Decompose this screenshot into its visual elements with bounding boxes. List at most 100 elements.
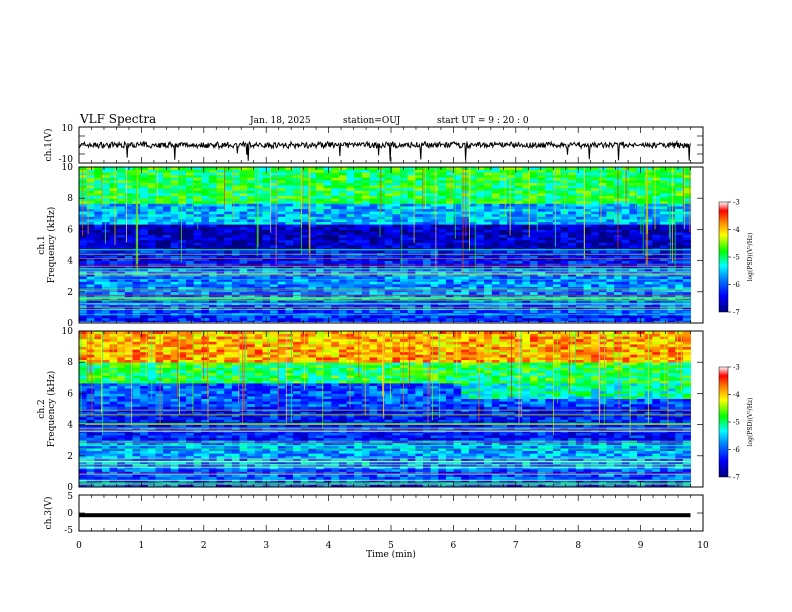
- spectrogram-cell: [193, 278, 202, 282]
- spectrogram-cell: [285, 307, 294, 311]
- spectrogram-cell: [208, 239, 217, 243]
- spectrogram-cell: [583, 182, 592, 186]
- spectrogram-cell: [346, 250, 355, 254]
- spectrogram-cell: [621, 317, 630, 321]
- spectrogram-cell: [407, 203, 416, 207]
- spectrogram-cell: [484, 229, 493, 233]
- spectrogram-cell: [400, 299, 409, 303]
- spectrogram-cell: [239, 310, 248, 313]
- spectrogram-cell: [659, 299, 668, 303]
- spectrogram-cell: [461, 276, 470, 280]
- spectrogram-cell: [270, 219, 279, 222]
- spectrogram-cell: [583, 281, 592, 285]
- spectrogram-cell: [377, 234, 386, 238]
- spectrogram-cell: [208, 250, 217, 254]
- spectrogram-cell: [239, 291, 248, 295]
- spectrogram-cell: [575, 284, 584, 287]
- spectrogram-cell: [155, 263, 164, 267]
- spectrogram-cell: [560, 237, 569, 241]
- spectrogram-cell: [361, 312, 370, 316]
- spectrogram-cell: [346, 312, 355, 316]
- spectrogram-cell: [178, 242, 187, 246]
- spectrogram-cell: [384, 219, 393, 222]
- spectrogram-cell: [461, 200, 470, 204]
- spectrogram-cell: [682, 281, 691, 285]
- spectrogram-cell: [109, 190, 118, 194]
- spectrogram-cell: [606, 203, 615, 207]
- spectrogram-cell: [522, 315, 531, 319]
- spectrogram-cell: [522, 250, 531, 254]
- spectrogram-cell: [270, 169, 279, 173]
- spectrogram-cell: [224, 193, 233, 196]
- spectrogram-cell: [216, 281, 225, 285]
- spectrogram-cell: [308, 294, 317, 298]
- spectrogram-cell: [652, 182, 661, 186]
- spectrogram-cell: [331, 216, 340, 220]
- spectrogram-cell: [652, 320, 661, 324]
- spectrogram-cell: [338, 315, 347, 319]
- spectrogram-cell: [247, 234, 256, 238]
- spectrogram-cell: [675, 172, 684, 176]
- spectrogram-cell: [675, 180, 684, 183]
- spectrogram-cell: [140, 304, 149, 308]
- spectrogram-cell: [407, 317, 416, 321]
- spectrogram-cell: [614, 276, 623, 280]
- spectrogram-cell: [484, 268, 493, 272]
- spectrogram-cell: [682, 258, 691, 261]
- spectrogram-cell: [308, 172, 317, 176]
- spectrogram-cell: [201, 200, 210, 204]
- spectrogram-cell: [476, 200, 485, 204]
- spectrogram-cell: [629, 213, 638, 217]
- spectrogram-cell: [445, 172, 454, 176]
- spectrogram-cell: [384, 208, 393, 212]
- spectrogram-cell: [400, 195, 409, 199]
- spectrogram-cell: [438, 299, 447, 303]
- spectrogram-cell: [468, 268, 477, 272]
- spectrogram-cell: [445, 193, 454, 196]
- spectrogram-cell: [163, 172, 172, 176]
- spectrogram-cell: [285, 299, 294, 303]
- spectrogram-cell: [392, 263, 401, 267]
- spectrogram-cell: [407, 320, 416, 324]
- spectrogram-cell: [453, 239, 462, 243]
- spectrogram-cell: [667, 224, 676, 228]
- spectrogram-cell: [568, 232, 577, 235]
- spectrogram-cell: [530, 234, 539, 238]
- spectrogram-cell: [216, 206, 225, 209]
- spectrogram-cell: [682, 286, 691, 290]
- spectrogram-cell: [530, 265, 539, 269]
- spectrogram-cell: [507, 297, 516, 300]
- spectrogram-cell: [208, 195, 217, 199]
- spectrogram-cell: [117, 224, 126, 228]
- spectrogram-cell: [170, 221, 179, 225]
- spectrogram-cell: [476, 195, 485, 199]
- spectrogram-cell: [629, 315, 638, 319]
- spectrogram-cell: [262, 271, 271, 274]
- spectrogram-cell: [247, 169, 256, 173]
- spectrogram-cell: [369, 278, 378, 282]
- spectrogram-cell: [667, 167, 676, 170]
- spectrogram-cell: [155, 177, 164, 181]
- spectrogram-cell: [438, 312, 447, 316]
- spectrogram-cell: [224, 297, 233, 300]
- spectrogram-cell: [239, 278, 248, 282]
- spectrogram-cell: [652, 265, 661, 269]
- spectrogram-cell: [407, 258, 416, 261]
- spectrogram-cell: [400, 219, 409, 222]
- spectrogram-cell: [178, 258, 187, 261]
- spectrogram-cell: [247, 320, 256, 324]
- spectrogram-cell: [629, 304, 638, 308]
- spectrogram-cell: [430, 245, 439, 248]
- spectrogram-cell: [124, 180, 133, 183]
- spectrogram-cell: [445, 307, 454, 311]
- spectrogram-cell: [140, 174, 149, 178]
- spectrogram-cell: [430, 219, 439, 222]
- spectrogram-cell: [354, 226, 363, 230]
- spectrogram-cell: [499, 172, 508, 176]
- spectrogram-cell: [499, 281, 508, 285]
- spectrogram-cell: [583, 195, 592, 199]
- spectrogram-cell: [575, 193, 584, 196]
- spectrogram-cell: [262, 286, 271, 290]
- spectrogram-cell: [331, 239, 340, 243]
- spectrogram-cell: [682, 172, 691, 176]
